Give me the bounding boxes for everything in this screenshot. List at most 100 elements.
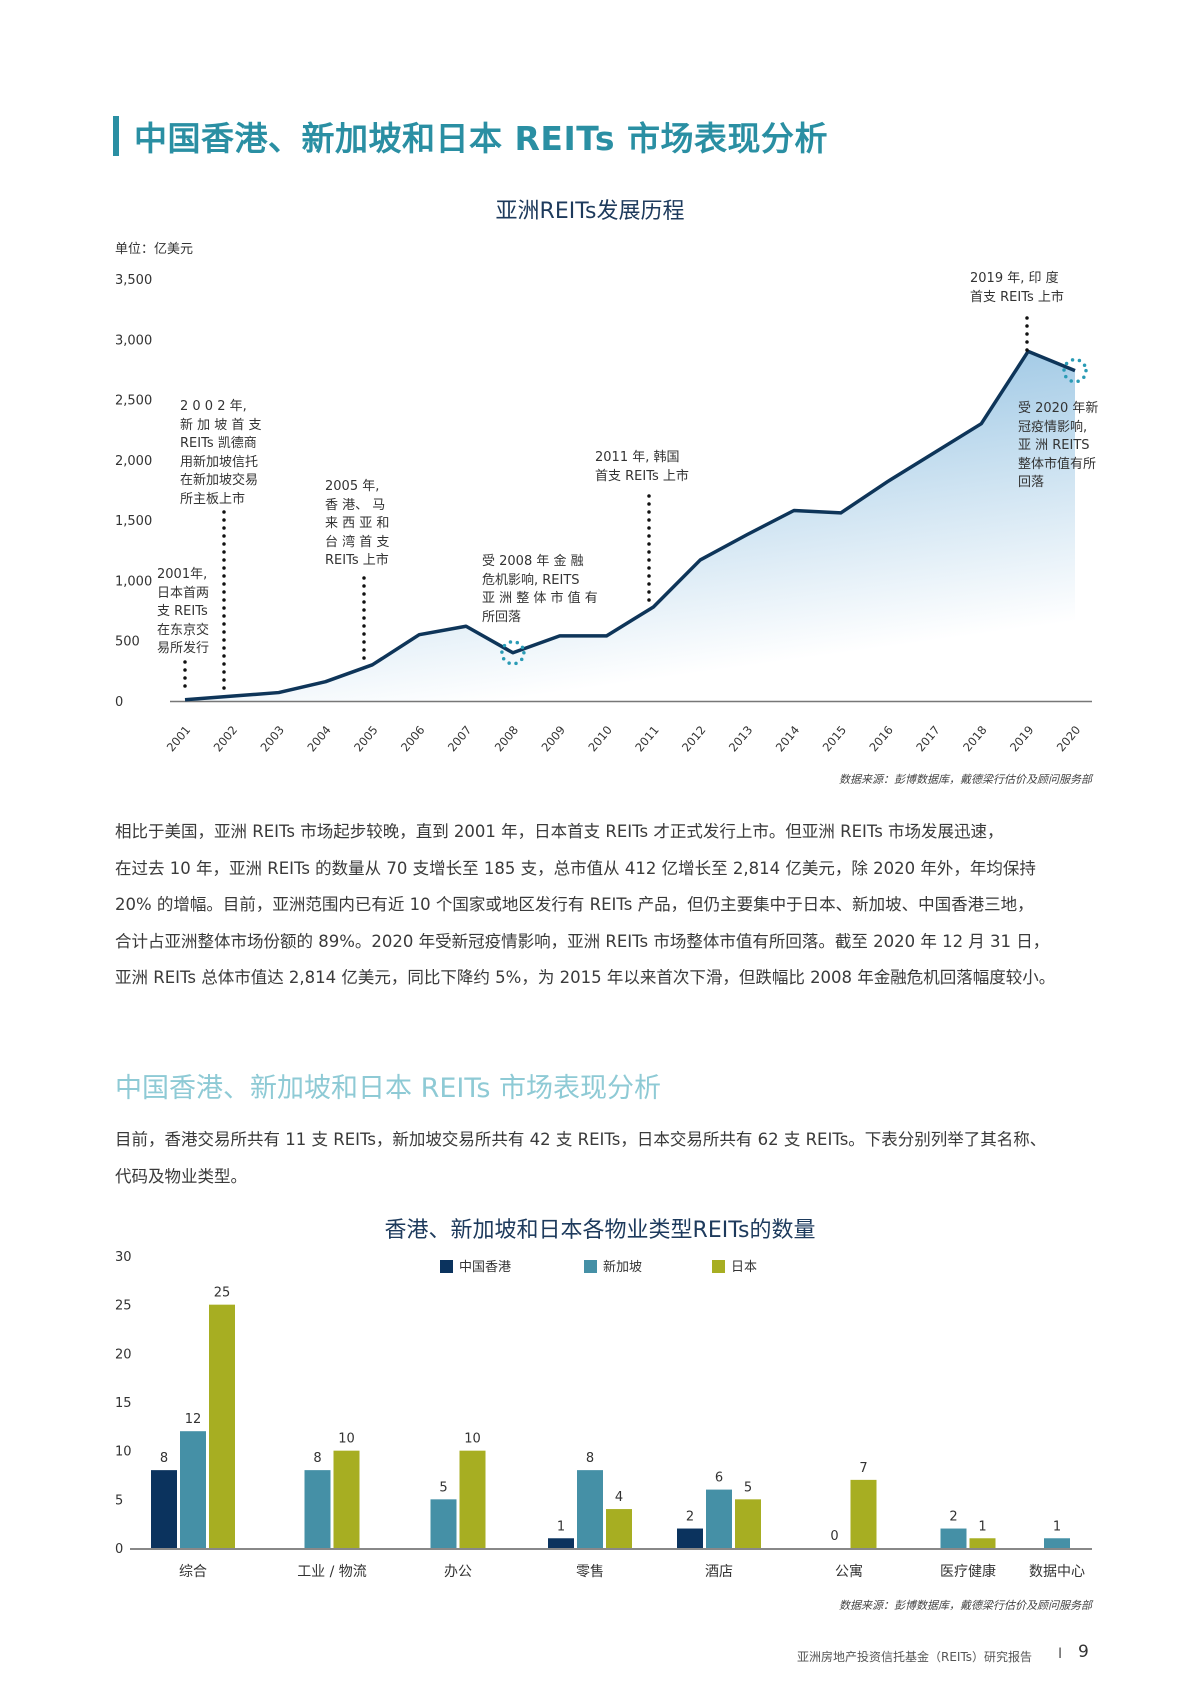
x-tick-label: 2012 xyxy=(679,723,709,754)
annotation-2019: 2019 年, 印 度首支 REITs 上市 xyxy=(970,270,1064,307)
bar-chart-title: 香港、新加坡和日本各物业类型REITs的数量 xyxy=(384,1218,816,1243)
legend-swatch-hongkong xyxy=(440,1260,453,1273)
paragraph-line: 在过去 10 年，亚洲 REITs 的数量从 70 支增长至 185 支，总市值… xyxy=(115,858,1036,878)
bar-singapore xyxy=(706,1489,732,1548)
x-tick-label: 2019 xyxy=(1007,723,1037,754)
x-tick-label: 2013 xyxy=(726,723,756,754)
legend-item-singapore: 新加坡 xyxy=(584,1256,642,1275)
title-accent-bar xyxy=(113,116,119,156)
page-number: 9 xyxy=(1078,1642,1089,1662)
category-label: 公寓 xyxy=(835,1563,863,1580)
section-heading: 中国香港、新加坡和日本 REITs 市场表现分析 xyxy=(115,1073,662,1104)
y-tick-label: 0 xyxy=(115,1542,123,1557)
annotation-line: 支 REITs xyxy=(157,604,208,619)
x-tick-label: 2009 xyxy=(538,723,568,754)
legend-item-hongkong: 中国香港 xyxy=(440,1256,511,1275)
series-line xyxy=(184,349,1076,702)
y-tick-label: 2,000 xyxy=(115,454,152,469)
bar-hongkong xyxy=(548,1538,574,1548)
bar-value-label: 25 xyxy=(214,1286,231,1301)
annotation-line: 所主板上市 xyxy=(180,491,246,507)
annotation-line: 日本首两 xyxy=(157,585,210,601)
x-tick-label: 2020 xyxy=(1054,723,1084,754)
annotation-line: 来 西 亚 和 xyxy=(325,516,390,531)
x-tick-label: 2005 xyxy=(351,723,381,754)
y-tick-label: 15 xyxy=(115,1396,132,1411)
x-tick-label: 2003 xyxy=(257,723,287,754)
y-tick-label: 20 xyxy=(115,1347,132,1362)
paragraph-line: 目前，香港交易所共有 11 支 REITs，新加坡交易所共有 42 支 REIT… xyxy=(115,1130,1047,1149)
paragraph-line: 20% 的增幅。目前，亚洲范围内已有近 10 个国家或地区发行有 REITs 产… xyxy=(115,895,1034,914)
paragraph-line: 亚洲 REITs 总体市值达 2,814 亿美元，同比下降约 5%，为 2015… xyxy=(115,968,1056,987)
bar-value-label: 8 xyxy=(160,1451,168,1466)
bar-singapore xyxy=(940,1528,967,1548)
y-tick-label: 1,500 xyxy=(115,514,152,529)
y-tick-label: 3,500 xyxy=(115,273,152,288)
x-tick-label: 2010 xyxy=(585,723,615,754)
footer-report-title: 亚洲房地产投资信托基金（REITs）研究报告 xyxy=(797,1650,1033,1664)
y-tick-label: 3,000 xyxy=(115,333,152,348)
y-tick-label: 5 xyxy=(115,1493,123,1508)
x-tick-label: 2008 xyxy=(492,723,522,754)
bar-japan xyxy=(735,1499,761,1548)
annotation-line: 台 湾 首 支 xyxy=(325,534,390,550)
bar-singapore xyxy=(577,1470,603,1548)
category-label: 综合 xyxy=(179,1564,207,1580)
bar-value-label: 6 xyxy=(715,1471,723,1486)
bar-value-label: 10 xyxy=(464,1432,481,1447)
bar-hongkong xyxy=(677,1528,703,1548)
annotation-line: 香 港、 马 xyxy=(325,497,386,513)
annotation-2005: 2005 年, 香 港、 马来 西 亚 和台 湾 首 支 REITs 上市 xyxy=(325,478,389,571)
section-paragraph: 目前，香港交易所共有 11 支 REITs，新加坡交易所共有 42 支 REIT… xyxy=(115,1122,1095,1195)
x-tick-label: 2015 xyxy=(820,723,850,754)
annotation-line: 2 0 0 2 年, xyxy=(180,399,247,414)
highlight-circle xyxy=(1062,357,1088,384)
bar-hongkong xyxy=(151,1470,177,1548)
annotation-line: 首支 REITs 上市 xyxy=(595,468,689,484)
bar-value-label: 1 xyxy=(1053,1519,1061,1534)
bar-japan xyxy=(969,1538,996,1548)
y-tick-label: 1,000 xyxy=(115,574,152,589)
page-title: 中国香港、新加坡和日本 REITs 市场表现分析 xyxy=(134,119,828,158)
annotation-line: 首支 REITs 上市 xyxy=(970,289,1064,305)
y-tick-label: 10 xyxy=(115,1445,132,1460)
category-label: 数据中心 xyxy=(1029,1564,1085,1580)
annotation-line: 在东京交 xyxy=(157,622,210,638)
annotation-line: 新 加 坡 首 支 xyxy=(180,417,262,433)
footer-separator: I xyxy=(1058,1646,1063,1662)
bar-value-label: 4 xyxy=(615,1490,623,1505)
bar-value-label: 5 xyxy=(439,1480,447,1495)
bar-singapore xyxy=(180,1431,206,1548)
bar-japan xyxy=(850,1479,877,1548)
x-tick-label: 2014 xyxy=(773,723,803,754)
annotation-line: 受 2020 年新 xyxy=(1018,401,1099,416)
annotation-line: REITs 上市 xyxy=(325,553,389,568)
paragraph-line: 代码及物业类型。 xyxy=(115,1166,247,1186)
y-tick-label: 500 xyxy=(115,635,140,650)
x-tick-label: 2001 xyxy=(164,723,194,754)
x-tick-label: 2017 xyxy=(913,723,943,754)
bar-japan xyxy=(333,1450,360,1548)
bar-singapore xyxy=(430,1499,457,1548)
y-tick-label: 2,500 xyxy=(115,394,152,409)
bar-value-label: 5 xyxy=(744,1480,752,1495)
category-label: 工业 / 物流 xyxy=(297,1564,367,1580)
annotation-2002: 2 0 0 2 年, 新 加 坡 首 支 REITs 凯德商 用新加坡信托 在新加坡交易… xyxy=(180,398,262,509)
legend-swatch-japan xyxy=(712,1260,725,1273)
y-tick-label: 0 xyxy=(115,695,123,710)
annotation-2020: 受 2020 年新 冠疫情影响, 亚 洲 REITS 整体市值有所 回落 xyxy=(1018,400,1098,493)
intro-paragraph: 相比于美国，亚洲 REITs 市场起步较晚，直到 2001 年，日本首支 REI… xyxy=(115,814,1095,997)
x-tick-label: 2006 xyxy=(398,723,428,754)
annotation-line: 2005 年, xyxy=(325,479,380,494)
annotation-line: 冠疫情影响, xyxy=(1018,419,1088,435)
annotation-line: 2001年, xyxy=(157,567,208,582)
line-chart-title: 亚洲REITs发展历程 xyxy=(495,199,685,224)
annotation-2001: 2001年, 日本首两支 REITs 在东京交 易所发行 xyxy=(157,566,209,659)
annotation-line: 危机影响, REITS xyxy=(482,572,580,588)
line-chart-unit: 单位：亿美元 xyxy=(115,242,194,257)
highlight-circle xyxy=(500,640,526,666)
annotation-line: 所回落 xyxy=(482,609,522,625)
bar-singapore xyxy=(1044,1538,1070,1548)
